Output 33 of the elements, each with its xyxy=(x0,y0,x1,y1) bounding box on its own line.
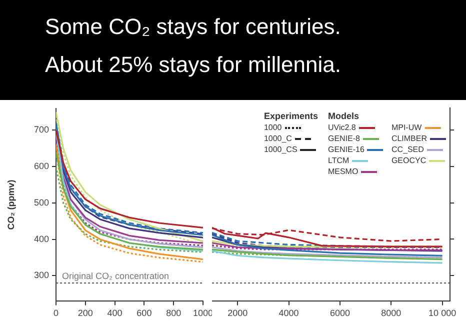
legend-label: LTCM xyxy=(328,156,350,165)
x-tick-label: 400 xyxy=(107,308,122,318)
legend-label: CC_SED xyxy=(391,145,424,154)
x-tick-label: 800 xyxy=(166,308,182,318)
legend-label: GENIE-16 xyxy=(328,145,364,154)
x-tick-label: 10 000 xyxy=(428,308,456,318)
legend-label: MESMO xyxy=(328,167,358,176)
x-tick-label: 0 xyxy=(53,308,59,318)
x-tick-label: 2000 xyxy=(228,308,248,318)
y-tick-label: 300 xyxy=(34,270,49,280)
legend-title: Models xyxy=(328,111,360,121)
chart-subtitle: About 25% stays for millennia. xyxy=(45,51,341,79)
y-tick-label: 500 xyxy=(34,197,49,208)
legend-label: MPI-UW xyxy=(391,123,422,132)
legend-label: GEOCYC xyxy=(391,156,426,165)
annotation: Experiments xyxy=(264,111,318,121)
ref-line-label: Original CO₂ concentration xyxy=(62,270,170,281)
x-tick-label: 8000 xyxy=(381,308,402,318)
x-tick-label: 6000 xyxy=(330,308,350,318)
y-tick-label: 400 xyxy=(34,234,49,244)
x-tick-label: 4000 xyxy=(278,308,299,318)
y-axis-title: CO₂ (ppmv) xyxy=(6,180,16,230)
legend-label: UVic2.8 xyxy=(328,123,356,132)
y-tick-label: 600 xyxy=(34,161,49,172)
y-tick-label: 700 xyxy=(34,124,49,135)
chart-title: Some CO₂ stays for centuries. xyxy=(45,13,341,41)
x-tick-label: 200 xyxy=(78,308,93,318)
legend-label: GENIE-8 xyxy=(328,134,360,143)
annotation: 1000_CS xyxy=(264,145,298,154)
legend-label: CLIMBER xyxy=(391,134,427,143)
x-tick-label: 600 xyxy=(136,308,152,318)
annotation: 1000_C xyxy=(264,134,292,143)
annotation: 1000 xyxy=(264,123,282,132)
